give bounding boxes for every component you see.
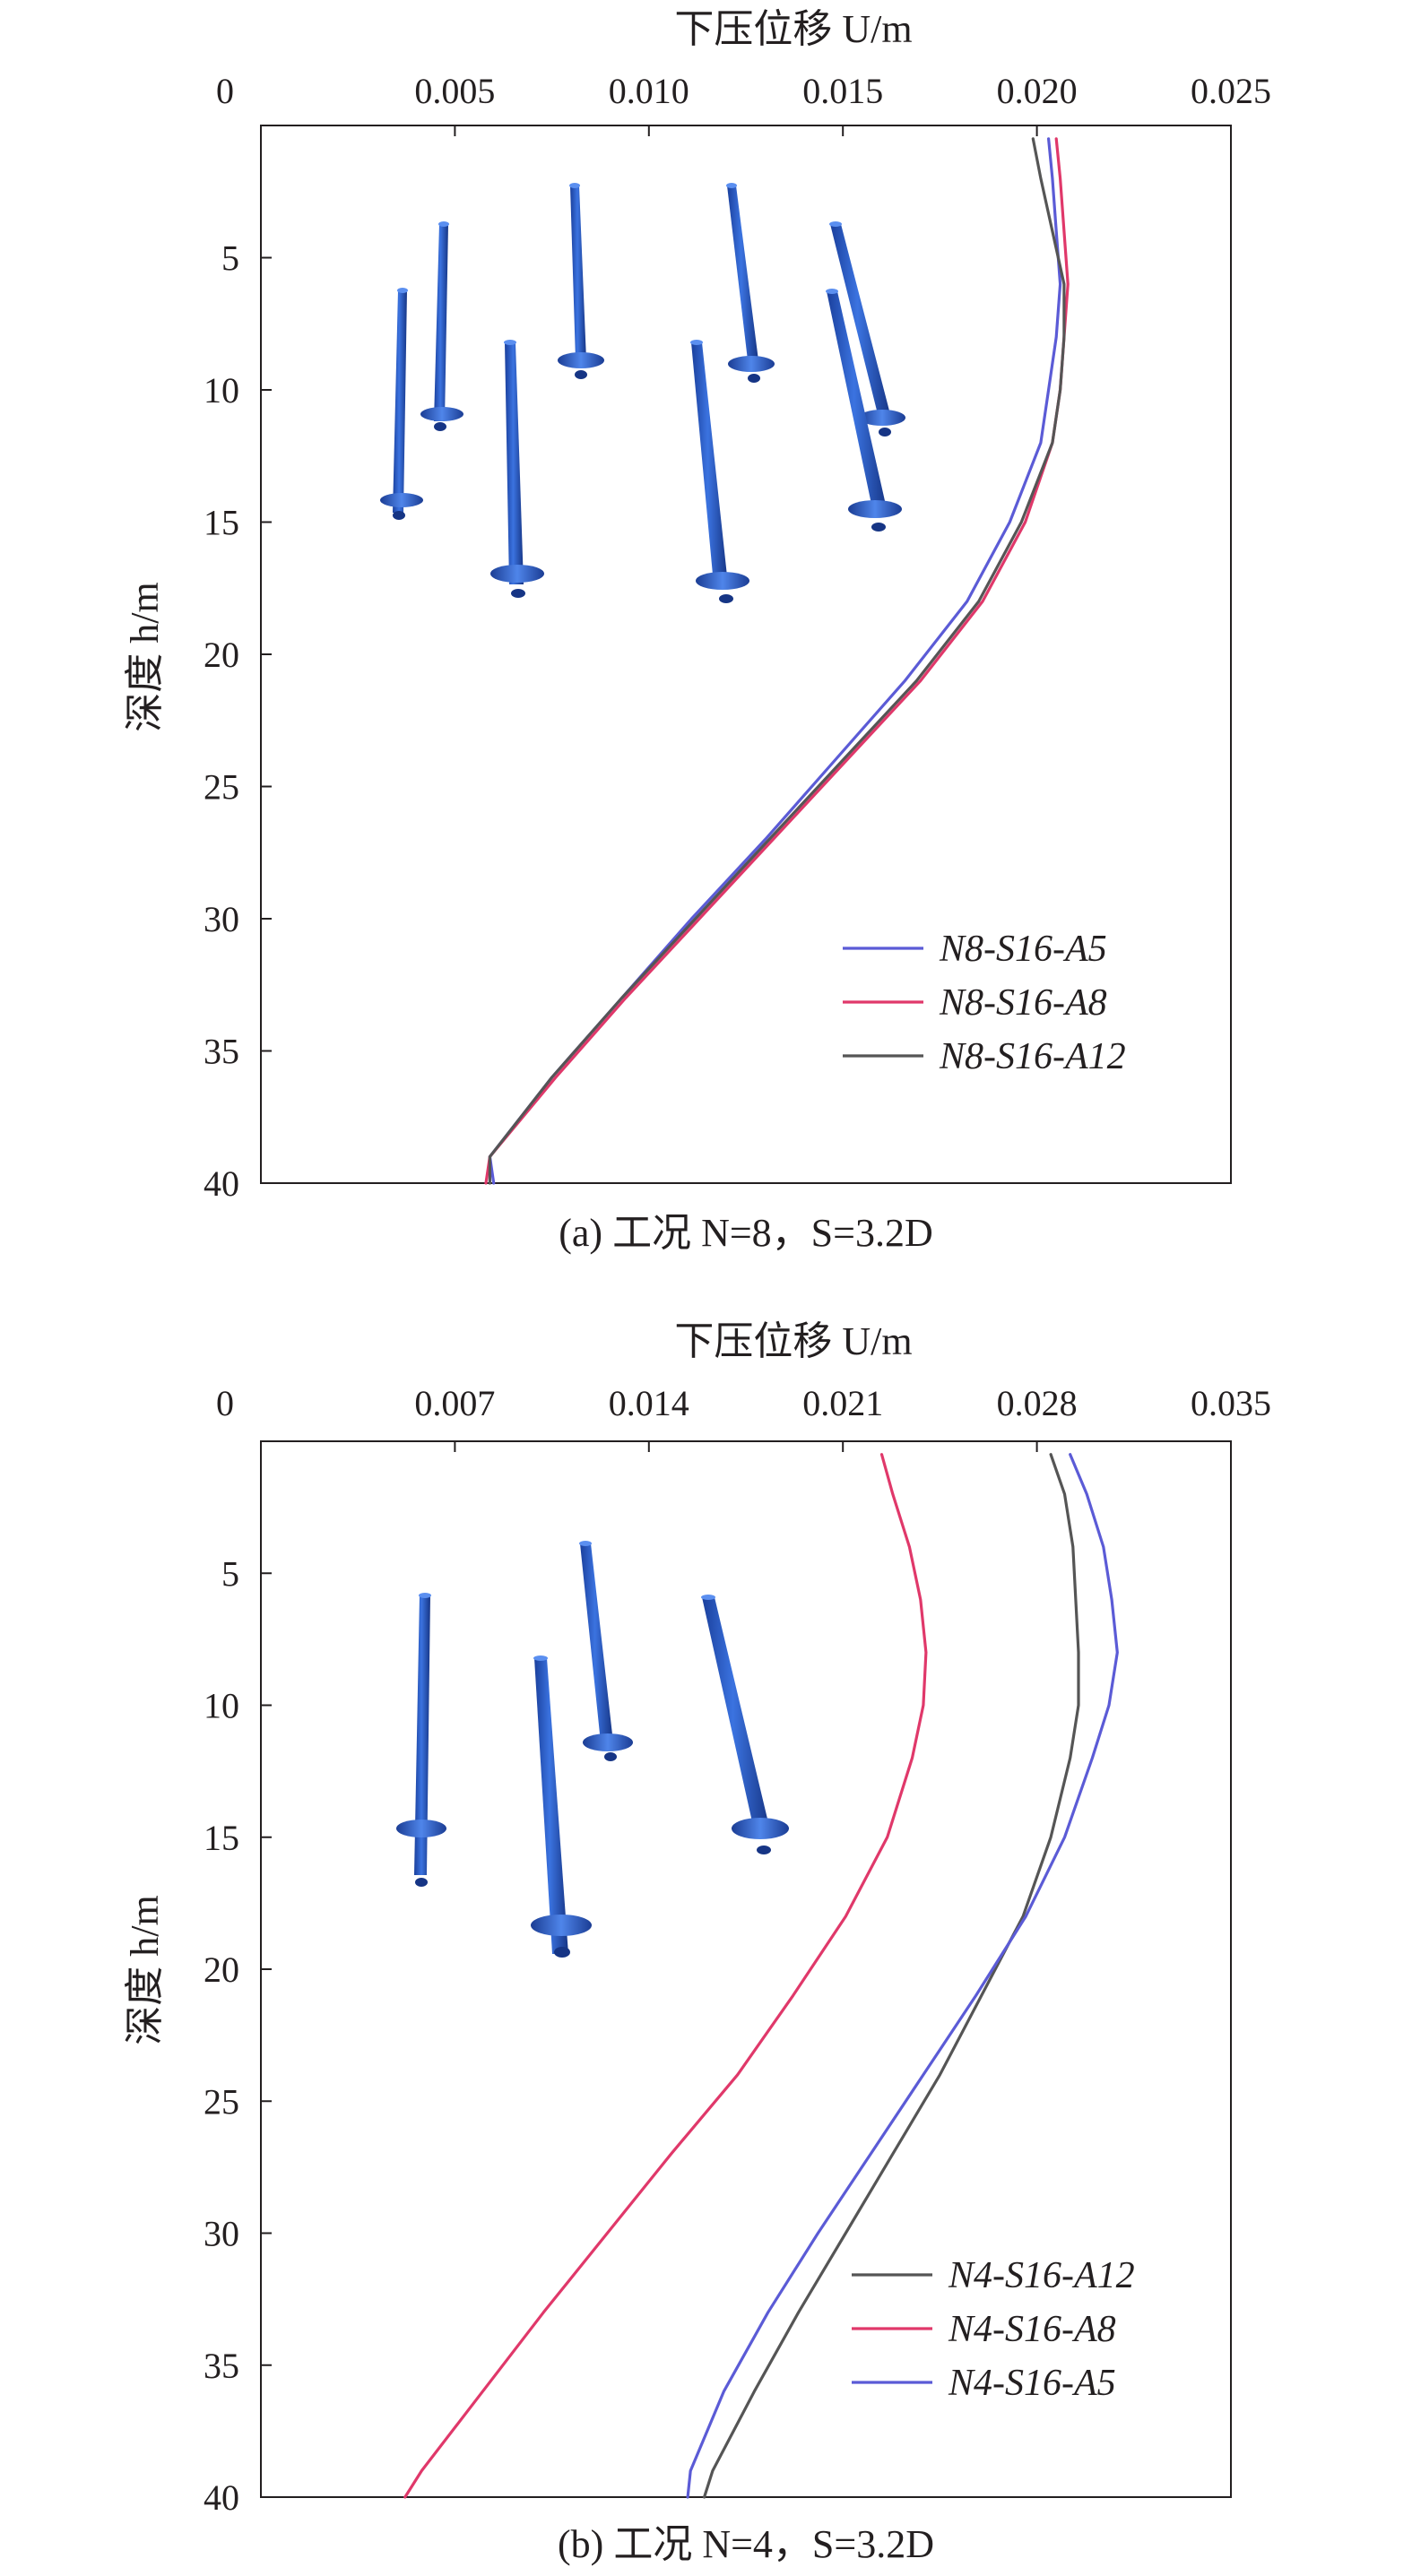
data-series xyxy=(484,137,1070,1185)
y-tick-label: 35 xyxy=(204,1032,239,1072)
data-series xyxy=(403,1453,1119,2499)
x-tick-label: 0.028 xyxy=(997,1383,1078,1423)
y-tick-label: 25 xyxy=(204,2081,239,2122)
y-tick-label: 15 xyxy=(204,1818,239,1858)
pile xyxy=(380,288,423,520)
x-tick-label: 0.010 xyxy=(609,71,689,111)
y-axis-title: 深度 h/m xyxy=(123,582,167,731)
pile xyxy=(826,289,902,532)
y-tick-label: 10 xyxy=(204,370,239,411)
pile-group-inset xyxy=(380,183,905,603)
x-tick-label: 0.020 xyxy=(997,71,1078,111)
pile xyxy=(701,1595,789,1854)
pile-group-inset xyxy=(396,1541,789,1958)
y-tick-label: 15 xyxy=(204,503,239,543)
x-tick-label: 0 xyxy=(216,71,234,111)
series-line xyxy=(403,1453,928,2499)
x-tick-label: 0.007 xyxy=(414,1383,495,1423)
x-tick-label: 0 xyxy=(216,1383,234,1423)
y-tick-label: 40 xyxy=(204,2477,239,2518)
chart-panel-a: 下压位移 U/m 0 0.005 0.010 0.015 0.020 0.025 5 10 1… xyxy=(123,7,1271,1255)
x-tick-label: 0.021 xyxy=(802,1383,883,1423)
legend-label: N4-S16-A12 xyxy=(948,2255,1135,2296)
x-tick-label: 0.005 xyxy=(414,71,495,111)
x-axis-title: 下压位移 U/m xyxy=(674,1319,912,1363)
y-tick-label: 30 xyxy=(204,2214,239,2254)
legend: N4-S16-A12 N4-S16-A8 N4-S16-A5 xyxy=(852,2255,1135,2404)
x-tick-label: 0.035 xyxy=(1191,1383,1271,1423)
pile xyxy=(531,1655,592,1958)
legend-label: N4-S16-A8 xyxy=(948,2309,1116,2350)
panel-caption: (b) 工况 N=4，S=3.2D xyxy=(558,2522,934,2566)
pile xyxy=(690,340,749,603)
series-line xyxy=(686,1453,1119,2499)
y-tick-label: 5 xyxy=(221,1553,239,1594)
series-line xyxy=(484,137,1070,1185)
y-tick-labels: 5 10 15 20 25 30 35 40 xyxy=(204,1553,239,2518)
y-tick-label: 40 xyxy=(204,1163,239,1204)
legend-label: N8-S16-A8 xyxy=(939,982,1107,1024)
pile xyxy=(829,221,905,437)
y-tick-label: 35 xyxy=(204,2346,239,2386)
y-tick-label: 5 xyxy=(221,238,239,279)
y-tick-label: 20 xyxy=(204,635,239,675)
axis-ticks xyxy=(260,1441,1232,2498)
pile xyxy=(490,340,544,598)
x-tick-label: 0.014 xyxy=(609,1383,689,1423)
axis-ticks xyxy=(260,125,1232,1184)
pile xyxy=(579,1541,633,1761)
legend-label: N8-S16-A5 xyxy=(939,929,1107,970)
x-tick-label: 0.025 xyxy=(1191,71,1271,111)
series-line xyxy=(488,137,1066,1185)
y-tick-labels: 5 10 15 20 25 30 35 40 xyxy=(204,238,239,1205)
pile xyxy=(420,221,463,431)
legend-label: N8-S16-A12 xyxy=(939,1036,1126,1077)
pile xyxy=(396,1593,446,1887)
x-tick-labels: 0 0.007 0.014 0.021 0.028 0.035 xyxy=(216,1383,1271,1423)
pile xyxy=(558,183,604,379)
series-line xyxy=(702,1453,1080,2499)
chart-panel-b: 下压位移 U/m 0 0.007 0.014 0.021 0.028 0.035 5 10 1… xyxy=(123,1319,1271,2566)
legend-label: N4-S16-A5 xyxy=(948,2363,1116,2404)
pile xyxy=(726,183,775,383)
x-axis-title: 下压位移 U/m xyxy=(674,7,912,51)
y-tick-label: 20 xyxy=(204,1949,239,1990)
panel-caption: (a) 工况 N=8，S=3.2D xyxy=(559,1211,932,1255)
x-tick-label: 0.015 xyxy=(802,71,883,111)
legend: N8-S16-A5 N8-S16-A8 N8-S16-A12 xyxy=(843,929,1126,1077)
y-tick-label: 25 xyxy=(204,767,239,808)
y-axis-title: 深度 h/m xyxy=(123,1895,167,2044)
x-tick-labels: 0 0.005 0.010 0.015 0.020 0.025 xyxy=(216,71,1271,111)
y-tick-label: 30 xyxy=(204,899,239,939)
y-tick-label: 10 xyxy=(204,1686,239,1726)
